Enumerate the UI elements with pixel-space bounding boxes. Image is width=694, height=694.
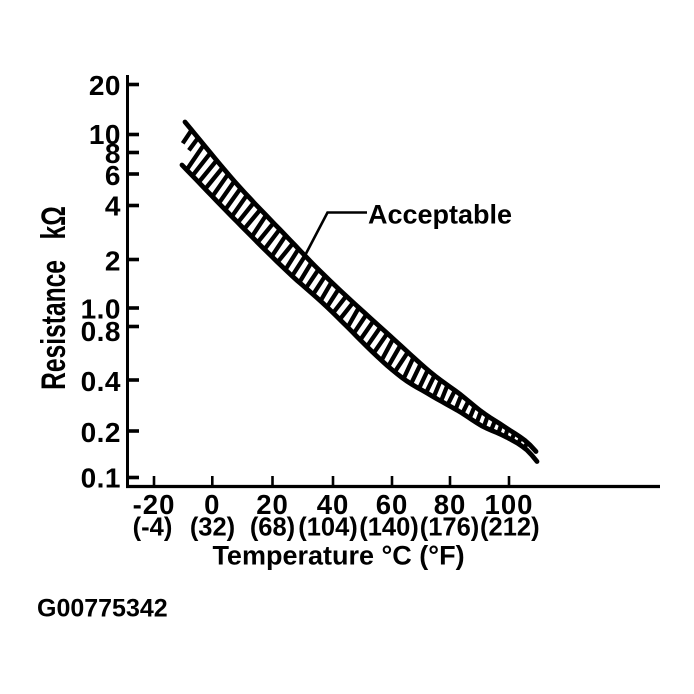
svg-text:100: 100: [485, 489, 534, 520]
svg-text:(140): (140): [359, 514, 419, 542]
svg-text:G00775342: G00775342: [37, 595, 168, 623]
svg-text:20: 20: [89, 70, 121, 101]
svg-text:Resistance kΩ: Resistance kΩ: [35, 206, 73, 390]
svg-text:(-4): (-4): [133, 514, 173, 542]
svg-text:2: 2: [105, 246, 121, 277]
svg-text:60: 60: [376, 489, 409, 520]
svg-text:(32): (32): [190, 514, 235, 542]
svg-text:Acceptable: Acceptable: [368, 200, 512, 230]
svg-text:8: 8: [105, 138, 121, 169]
svg-text:(212): (212): [480, 514, 540, 542]
svg-text:0.2: 0.2: [81, 417, 121, 448]
svg-text:1.0: 1.0: [81, 294, 121, 325]
svg-text:80: 80: [434, 489, 467, 520]
svg-text:0.1: 0.1: [81, 463, 121, 494]
svg-text:(68): (68): [250, 514, 295, 542]
svg-text:40: 40: [317, 489, 350, 520]
svg-text:0.4: 0.4: [81, 366, 121, 397]
svg-text:0: 0: [204, 489, 220, 520]
svg-text:(104): (104): [298, 514, 358, 542]
svg-text:6: 6: [105, 160, 121, 191]
svg-text:(176): (176): [420, 514, 480, 542]
svg-text:10: 10: [89, 119, 121, 150]
svg-text:Temperature °C (°F): Temperature °C (°F): [212, 541, 464, 571]
svg-text:20: 20: [256, 489, 289, 520]
svg-text:-20: -20: [133, 489, 176, 520]
svg-text:4: 4: [105, 191, 121, 222]
svg-text:0.8: 0.8: [81, 316, 121, 347]
